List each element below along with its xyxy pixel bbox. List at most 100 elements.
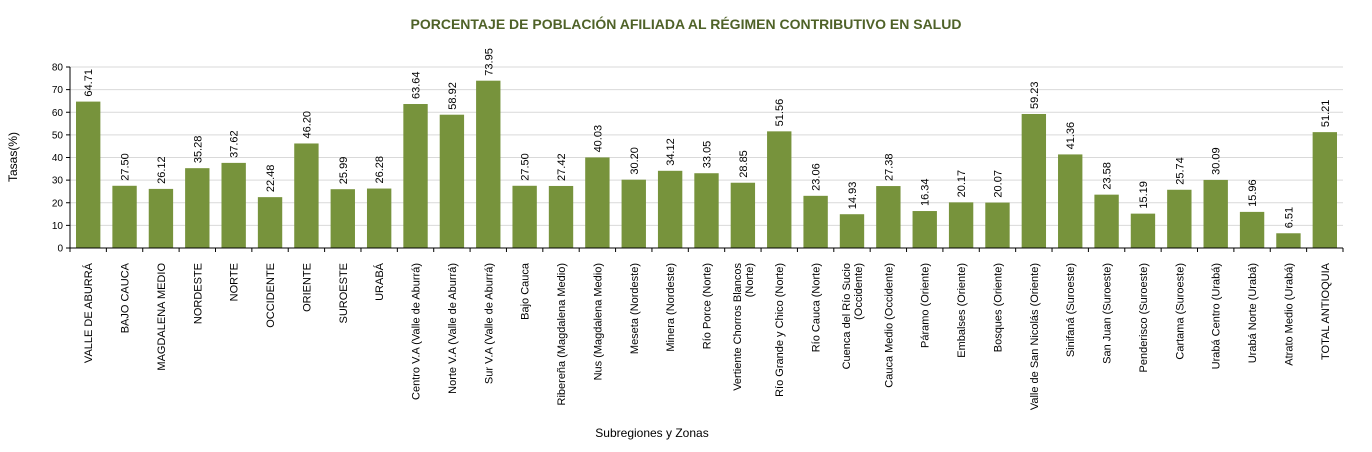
category-label-line: Río Porce (Norte) — [702, 263, 714, 349]
category-label-line: San Juan (Suroeste) — [1102, 263, 1114, 364]
bar — [657, 170, 683, 248]
data-label: 20.17 — [956, 170, 968, 198]
category-label: VALLE DE ABURRÁ — [82, 262, 95, 363]
bar — [1167, 189, 1192, 248]
data-label: 51.56 — [774, 99, 786, 127]
data-label: 30.20 — [629, 147, 641, 175]
bar — [948, 202, 974, 248]
data-label: 27.50 — [520, 153, 532, 181]
data-label: 63.64 — [411, 71, 423, 99]
bar — [1021, 113, 1047, 248]
data-label: 26.28 — [374, 156, 386, 184]
category-label-line: BAJO CAUCA — [120, 262, 132, 333]
data-label: 14.93 — [847, 182, 859, 210]
bar — [476, 80, 501, 248]
data-label: 25.99 — [338, 157, 350, 185]
bar — [548, 185, 574, 248]
category-label-line: Cuenca del Río Sucio — [841, 263, 853, 369]
data-label: 23.06 — [811, 163, 823, 191]
category-label: Cuenca del Río Sucio (Occidente) — [841, 263, 865, 369]
bar — [148, 188, 174, 248]
y-tick-label: 80 — [52, 63, 64, 74]
category-label: Centro V.A (Valle de Aburrá) — [411, 263, 423, 400]
y-tick-label: 60 — [52, 108, 64, 119]
category-label: Nus (Magdalena Medio) — [592, 263, 604, 380]
y-tick-label: 20 — [52, 198, 64, 209]
bar — [1130, 213, 1156, 248]
data-label: 16.34 — [920, 178, 932, 206]
bar — [730, 182, 756, 248]
bar — [1094, 194, 1119, 248]
bar — [512, 185, 537, 248]
data-label: 23.58 — [1102, 162, 1114, 190]
bar — [1239, 211, 1265, 248]
data-label: 64.71 — [83, 69, 95, 97]
category-label-line: Atrato Medio (Urabá) — [1283, 263, 1295, 366]
category-label-line: Valle de San Nicolás (Oriente) — [1029, 263, 1041, 410]
bar — [439, 114, 465, 248]
category-label-line: Sinifaná (Suroeste) — [1065, 263, 1077, 357]
category-label-line: Centro V.A (Valle de Aburrá) — [411, 263, 423, 400]
bar — [621, 179, 646, 248]
category-label: SUROESTE — [338, 263, 350, 324]
category-label: Minera (Nordeste) — [665, 263, 677, 352]
data-label: 34.12 — [665, 138, 677, 166]
category-label: Vertiente Chorros Blancos (Norte) — [732, 263, 756, 391]
category-label: Atrato Medio (Urabá) — [1283, 263, 1295, 366]
x-axis-label: Subregiones y Zonas — [595, 426, 708, 440]
data-label: 40.03 — [592, 125, 604, 153]
category-label-line: Sur V.A (Valle de Aburrá) — [483, 263, 495, 384]
y-tick-label: 40 — [52, 153, 64, 164]
category-label-line: Cauca Medio (Occidente) — [883, 263, 895, 388]
category-label: BAJO CAUCA — [120, 262, 132, 333]
data-label: 58.92 — [447, 82, 459, 110]
category-label: Páramo (Oriente) — [920, 263, 932, 348]
bar — [257, 197, 283, 248]
category-label: Sinifaná (Suroeste) — [1065, 263, 1077, 357]
category-label-line: URABÁ — [373, 262, 386, 301]
y-tick-label: 30 — [52, 176, 64, 187]
category-label-line: Bosques (Oriente) — [992, 263, 1004, 352]
x-axis-ticks — [69, 248, 1344, 252]
category-label-line: SUROESTE — [338, 263, 350, 324]
category-label-line: Norte V.A (Valle de Aburrá) — [447, 263, 459, 394]
category-label: San Juan (Suroeste) — [1102, 263, 1114, 364]
bar — [112, 185, 137, 248]
category-label-line: Vertiente Chorros Blancos — [732, 263, 744, 391]
data-label: 30.09 — [1211, 147, 1223, 175]
y-tick-label: 50 — [52, 130, 64, 141]
data-label: 25.74 — [1174, 157, 1186, 185]
category-label-line: NORDESTE — [192, 263, 204, 324]
category-label-line: (Norte) — [744, 263, 756, 297]
category-label-line: Meseta (Nordeste) — [629, 263, 641, 354]
data-label: 41.36 — [1065, 122, 1077, 150]
data-label: 27.50 — [120, 153, 132, 181]
category-label-line: Río Cauca (Norte) — [811, 263, 823, 352]
bar — [839, 214, 865, 248]
bar — [585, 157, 610, 248]
data-label: 37.62 — [229, 130, 241, 158]
bars — [76, 80, 1337, 249]
data-label: 27.42 — [556, 153, 568, 181]
data-label: 35.28 — [192, 136, 204, 164]
data-label: 15.19 — [1138, 181, 1150, 209]
bar — [185, 168, 210, 248]
category-label: Embalses (Oriente) — [956, 263, 968, 358]
category-label-line: Penderisco (Suroeste) — [1138, 263, 1150, 372]
bar — [1203, 179, 1228, 248]
y-axis-ticks: 0 10 20 30 40 50 60 70 80 — [52, 63, 70, 255]
category-label: NORDESTE — [192, 263, 204, 324]
y-tick-label: 10 — [52, 221, 64, 232]
bar — [912, 211, 937, 248]
data-label: 6.51 — [1283, 207, 1295, 228]
data-label: 27.38 — [883, 154, 895, 182]
category-label-line: Nus (Magdalena Medio) — [592, 263, 604, 380]
bar — [767, 131, 792, 248]
category-label-line: Embalses (Oriente) — [956, 263, 968, 358]
bar — [1276, 233, 1301, 248]
data-label: 73.95 — [483, 48, 495, 76]
bar — [76, 101, 101, 248]
y-axis-label: Tasas(%) — [6, 132, 20, 182]
category-label: Penderisco (Suroeste) — [1138, 263, 1150, 372]
